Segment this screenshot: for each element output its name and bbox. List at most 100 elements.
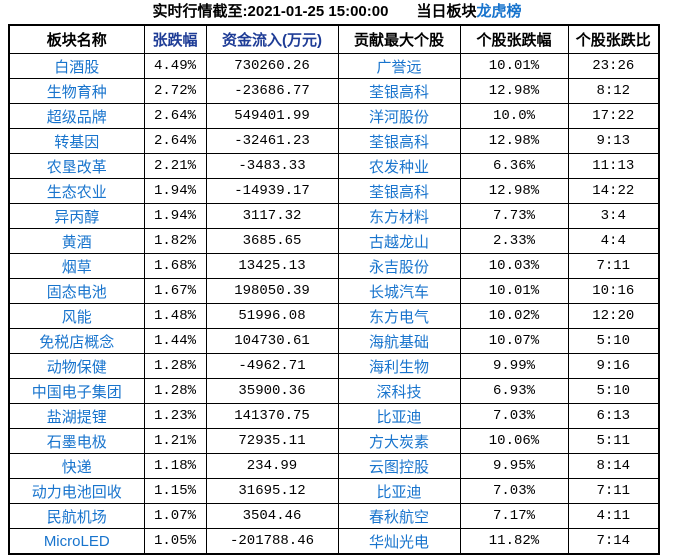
stock-change-cell: 12.98% — [459, 178, 569, 204]
stock-ratio-cell: 3:4 — [567, 203, 660, 229]
top-stock-cell[interactable]: 东方电气 — [337, 303, 461, 329]
header-capital-inflow: 资金流入(万元) — [205, 24, 339, 54]
top-stock-cell[interactable]: 荃银高科 — [337, 128, 461, 154]
sector-name-cell[interactable]: 烟草 — [8, 253, 145, 279]
top-stock-cell[interactable]: 永吉股份 — [337, 253, 461, 279]
sector-change-cell: 1.44% — [143, 328, 207, 354]
stock-ratio-cell: 11:13 — [567, 153, 660, 179]
sector-name-cell[interactable]: 生态农业 — [8, 178, 145, 204]
sector-name-cell[interactable]: 风能 — [8, 303, 145, 329]
top-stock-cell[interactable]: 华灿光电 — [337, 528, 461, 555]
sector-name-cell[interactable]: 动力电池回收 — [8, 478, 145, 504]
stock-change-cell: 12.98% — [459, 78, 569, 104]
sector-change-cell: 1.68% — [143, 253, 207, 279]
sector-name-cell[interactable]: 生物育种 — [8, 78, 145, 104]
stock-ratio-cell: 9:16 — [567, 353, 660, 379]
sector-name-cell[interactable]: 石墨电极 — [8, 428, 145, 454]
sector-name-cell[interactable]: 中国电子集团 — [8, 378, 145, 404]
stock-ratio-cell: 4:11 — [567, 503, 660, 529]
capital-inflow-cell: 3504.46 — [205, 503, 339, 529]
sector-name-cell[interactable]: 动物保健 — [8, 353, 145, 379]
sector-change-cell: 1.82% — [143, 228, 207, 254]
title-timestamp: 实时行情截至:2021-01-25 15:00:00 — [152, 3, 389, 20]
sector-name-cell[interactable]: 固态电池 — [8, 278, 145, 304]
capital-inflow-cell: 35900.36 — [205, 378, 339, 404]
stock-change-cell: 7.73% — [459, 203, 569, 229]
sector-change-cell: 1.28% — [143, 378, 207, 404]
capital-inflow-cell: 3117.32 — [205, 203, 339, 229]
top-stock-cell[interactable]: 农发种业 — [337, 153, 461, 179]
top-stock-cell[interactable]: 广誉远 — [337, 53, 461, 79]
stock-change-cell: 10.01% — [459, 53, 569, 79]
top-stock-cell[interactable]: 东方材料 — [337, 203, 461, 229]
capital-inflow-cell: -201788.46 — [205, 528, 339, 555]
capital-inflow-cell: 234.99 — [205, 453, 339, 479]
stock-change-cell: 10.02% — [459, 303, 569, 329]
top-stock-cell[interactable]: 云图控股 — [337, 453, 461, 479]
stock-ratio-cell: 8:12 — [567, 78, 660, 104]
sector-name-cell[interactable]: 白酒股 — [8, 53, 145, 79]
table-row: 超级品牌 2.64% 549401.99 洋河股份 10.0% 17:22 — [8, 103, 660, 129]
sector-name-cell[interactable]: 民航机场 — [8, 503, 145, 529]
top-stock-cell[interactable]: 比亚迪 — [337, 403, 461, 429]
top-stock-cell[interactable]: 深科技 — [337, 378, 461, 404]
top-stock-cell[interactable]: 荃银高科 — [337, 78, 461, 104]
top-stock-cell[interactable]: 古越龙山 — [337, 228, 461, 254]
stock-change-cell: 12.98% — [459, 128, 569, 154]
sector-change-cell: 2.64% — [143, 128, 207, 154]
sector-name-cell[interactable]: 快递 — [8, 453, 145, 479]
table-body: 白酒股 4.49% 730260.26 广誉远 10.01% 23:26 生物育种 2.72%… — [8, 53, 660, 555]
stock-change-cell: 11.82% — [459, 528, 569, 555]
top-stock-cell[interactable]: 洋河股份 — [337, 103, 461, 129]
capital-inflow-cell: 13425.13 — [205, 253, 339, 279]
table-row: 转基因 2.64% -32461.23 荃银高科 12.98% 9:13 — [8, 128, 660, 154]
top-stock-cell[interactable]: 海利生物 — [337, 353, 461, 379]
sector-change-cell: 1.48% — [143, 303, 207, 329]
stock-change-cell: 10.01% — [459, 278, 569, 304]
table-row: MicroLED 1.05% -201788.46 华灿光电 11.82% 7:14 — [8, 528, 660, 555]
dragon-tiger-list-link[interactable]: 龙虎榜 — [476, 3, 522, 20]
sector-change-cell: 4.49% — [143, 53, 207, 79]
top-stock-cell[interactable]: 荃银高科 — [337, 178, 461, 204]
table-row: 生物育种 2.72% -23686.77 荃银高科 12.98% 8:12 — [8, 78, 660, 104]
sector-name-cell[interactable]: 超级品牌 — [8, 103, 145, 129]
table-row: 石墨电极 1.21% 72935.11 方大炭素 10.06% 5:11 — [8, 428, 660, 454]
sector-ranking-table: 板块名称 张跌幅 资金流入(万元) 贡献最大个股 个股张跌幅 个股张跌比 白酒股… — [8, 24, 660, 555]
capital-inflow-cell: 51996.08 — [205, 303, 339, 329]
sector-change-cell: 1.07% — [143, 503, 207, 529]
sector-name-cell[interactable]: 转基因 — [8, 128, 145, 154]
capital-inflow-cell: -23686.77 — [205, 78, 339, 104]
top-stock-cell[interactable]: 长城汽车 — [337, 278, 461, 304]
table-row: 农垦改革 2.21% -3483.33 农发种业 6.36% 11:13 — [8, 153, 660, 179]
sector-name-cell[interactable]: 免税店概念 — [8, 328, 145, 354]
stock-ratio-cell: 7:11 — [567, 478, 660, 504]
sector-name-cell[interactable]: 农垦改革 — [8, 153, 145, 179]
capital-inflow-cell: 198050.39 — [205, 278, 339, 304]
stock-change-cell: 10.07% — [459, 328, 569, 354]
stock-change-cell: 10.03% — [459, 253, 569, 279]
table-header-row: 板块名称 张跌幅 资金流入(万元) 贡献最大个股 个股张跌幅 个股张跌比 — [8, 24, 660, 54]
sector-change-cell: 1.23% — [143, 403, 207, 429]
capital-inflow-cell: 730260.26 — [205, 53, 339, 79]
capital-inflow-cell: -4962.71 — [205, 353, 339, 379]
stock-ratio-cell: 4:4 — [567, 228, 660, 254]
stock-ratio-cell: 7:11 — [567, 253, 660, 279]
sector-name-cell[interactable]: MicroLED — [8, 528, 145, 555]
stock-ratio-cell: 17:22 — [567, 103, 660, 129]
top-stock-cell[interactable]: 方大炭素 — [337, 428, 461, 454]
sector-name-cell[interactable]: 异丙醇 — [8, 203, 145, 229]
sector-name-cell[interactable]: 盐湖提锂 — [8, 403, 145, 429]
stock-change-cell: 9.99% — [459, 353, 569, 379]
sector-name-cell[interactable]: 黄酒 — [8, 228, 145, 254]
header-change-percent: 张跌幅 — [143, 24, 207, 54]
sector-change-cell: 1.18% — [143, 453, 207, 479]
stock-ratio-cell: 23:26 — [567, 53, 660, 79]
stock-ratio-cell: 5:10 — [567, 328, 660, 354]
stock-change-cell: 6.93% — [459, 378, 569, 404]
top-stock-cell[interactable]: 比亚迪 — [337, 478, 461, 504]
table-row: 动物保健 1.28% -4962.71 海利生物 9.99% 9:16 — [8, 353, 660, 379]
top-stock-cell[interactable]: 春秋航空 — [337, 503, 461, 529]
table-row: 白酒股 4.49% 730260.26 广誉远 10.01% 23:26 — [8, 53, 660, 79]
top-stock-cell[interactable]: 海航基础 — [337, 328, 461, 354]
capital-inflow-cell: -3483.33 — [205, 153, 339, 179]
